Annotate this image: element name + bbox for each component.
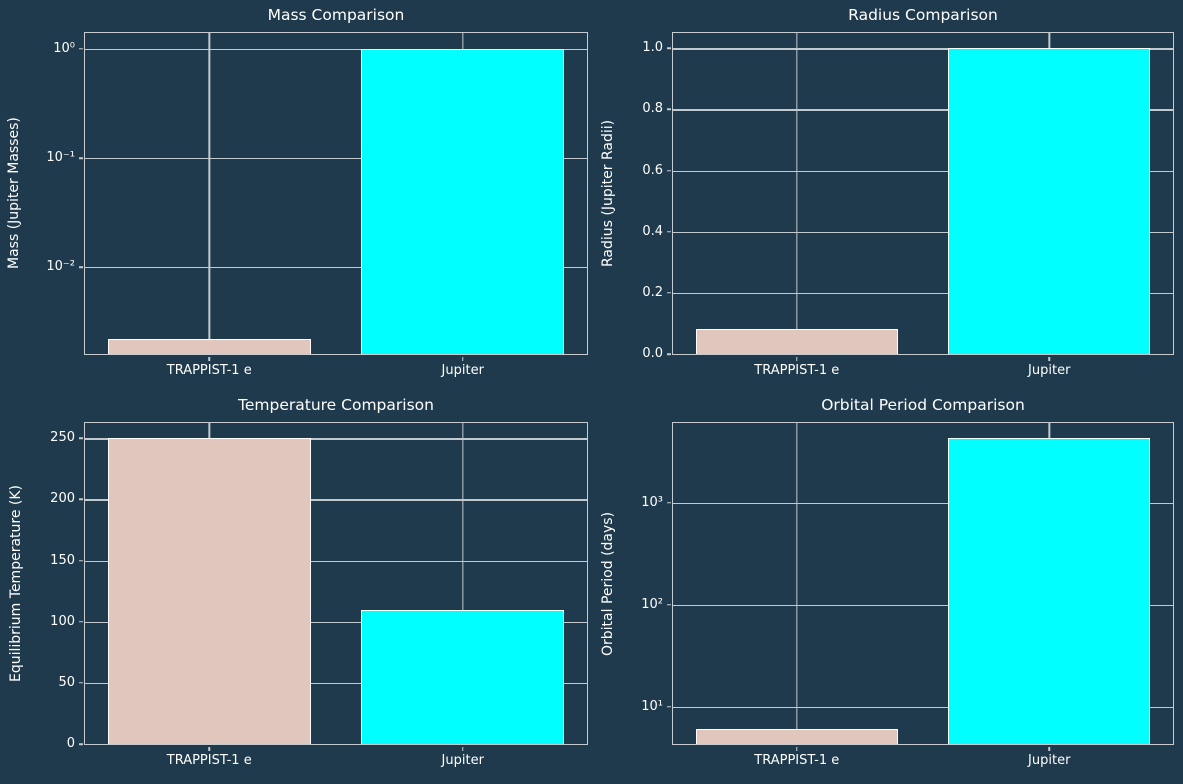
y-tick-label: 50 xyxy=(58,675,75,691)
bar-trappist-1-e xyxy=(107,438,311,744)
bar-jupiter xyxy=(948,48,1151,354)
bar-jupiter xyxy=(361,48,565,354)
chart-title: Mass Comparison xyxy=(267,6,405,24)
y-tick-mark xyxy=(78,48,83,50)
x-tick-label: TRAPPIST-1 e xyxy=(166,363,252,378)
y-tick-mark xyxy=(666,47,671,50)
x-tick-mark xyxy=(796,356,798,361)
y-gridline xyxy=(673,231,1173,233)
x-tick-label: Jupiter xyxy=(441,753,484,768)
y-gridline xyxy=(85,682,587,685)
y-tick-mark xyxy=(666,169,671,172)
x-tick-mark xyxy=(796,746,798,751)
x-tick-label: TRAPPIST-1 e xyxy=(166,753,252,768)
x-tick-mark xyxy=(1048,356,1050,361)
y-tick-mark xyxy=(666,292,671,294)
y-gridline xyxy=(85,158,587,160)
x-tick-label: Jupiter xyxy=(1028,753,1071,768)
y-tick-label: 0.2 xyxy=(642,285,663,301)
x-tick-mark xyxy=(462,356,464,361)
y-tick-label: 150 xyxy=(50,552,75,568)
y-tick-mark xyxy=(78,437,83,440)
y-tick-mark xyxy=(666,705,671,708)
y-gridline xyxy=(673,292,1173,295)
x-gridline xyxy=(208,33,210,354)
plot-area: 0 50 100 150 200 250 TRAPPIST-1 e Jupiter xyxy=(50,422,588,768)
y-tick-label: 0.0 xyxy=(642,346,663,362)
y-gridline xyxy=(673,109,1173,111)
y-tick-mark xyxy=(78,266,83,268)
x-tick-mark xyxy=(462,746,464,751)
chart-title: Radius Comparison xyxy=(848,6,998,24)
chart-title: Orbital Period Comparison xyxy=(821,396,1025,414)
y-tick-mark xyxy=(666,604,671,606)
y-axis-label: Orbital Period (days) xyxy=(600,511,616,656)
y-gridline xyxy=(85,48,587,51)
y-gridline xyxy=(673,48,1173,50)
y-gridline xyxy=(673,354,1173,356)
bar-trappist-1-e xyxy=(695,728,898,744)
y-tick-label: 1.0 xyxy=(642,40,663,56)
chart-title: Temperature Comparison xyxy=(238,396,434,414)
x-tick-mark xyxy=(208,356,210,361)
y-tick-label: 10⁻² xyxy=(46,259,75,275)
y-tick-mark xyxy=(666,502,671,504)
x-gridline xyxy=(796,33,798,354)
y-tick-label: 0.6 xyxy=(642,162,663,178)
bar-trappist-1-e xyxy=(695,328,898,354)
y-tick-mark xyxy=(666,230,671,233)
bar-jupiter xyxy=(361,609,565,744)
plot-area: 10⁰ 10⁻¹ 10⁻² TRAPPIST-1 e Jupiter xyxy=(46,32,588,378)
y-gridline xyxy=(85,438,587,440)
bar-trappist-1-e xyxy=(107,338,311,354)
y-gridline xyxy=(85,744,587,746)
y-tick-label: 10⁰ xyxy=(53,41,75,57)
y-tick-mark xyxy=(78,743,83,745)
x-tick-label: TRAPPIST-1 e xyxy=(754,753,840,768)
y-tick-mark xyxy=(78,620,83,623)
y-tick-label: 10¹ xyxy=(641,698,663,714)
y-gridline xyxy=(673,604,1173,607)
y-tick-label: 200 xyxy=(50,491,75,507)
y-tick-label: 0.8 xyxy=(642,101,663,117)
x-tick-label: Jupiter xyxy=(1028,363,1071,378)
x-gridline xyxy=(462,423,464,744)
y-tick-label: 10⁻¹ xyxy=(46,150,75,166)
x-gridline xyxy=(796,423,798,744)
y-tick-label: 10³ xyxy=(641,495,663,511)
x-tick-mark xyxy=(208,746,210,751)
y-tick-mark xyxy=(666,108,671,111)
x-tick-mark xyxy=(1048,746,1050,751)
y-gridline xyxy=(673,502,1173,505)
y-tick-mark xyxy=(78,157,83,159)
y-tick-label: 250 xyxy=(50,430,75,446)
y-gridline xyxy=(85,499,587,501)
y-gridline xyxy=(85,560,587,562)
y-tick-label: 10² xyxy=(641,597,663,613)
y-tick-mark xyxy=(78,682,83,684)
bar-jupiter xyxy=(948,438,1151,744)
y-tick-mark xyxy=(666,353,671,355)
x-tick-label: Jupiter xyxy=(441,363,484,378)
y-tick-label: 100 xyxy=(50,613,75,629)
y-tick-mark xyxy=(78,559,83,562)
plot-area: 10³ 10² 10¹ TRAPPIST-1 e Jupiter xyxy=(641,422,1174,768)
x-tick-label: TRAPPIST-1 e xyxy=(754,363,840,378)
y-tick-mark xyxy=(78,498,83,501)
plot-area: 0.0 0.2 0.4 0.6 0.8 1.0 TRAPPIST-1 e Jupiter xyxy=(642,32,1174,378)
y-gridline xyxy=(85,621,587,623)
y-gridline xyxy=(85,267,587,269)
y-tick-label: 0 xyxy=(66,736,75,752)
y-tick-label: 0.4 xyxy=(642,223,663,239)
y-gridline xyxy=(673,706,1173,708)
y-gridline xyxy=(673,170,1173,172)
